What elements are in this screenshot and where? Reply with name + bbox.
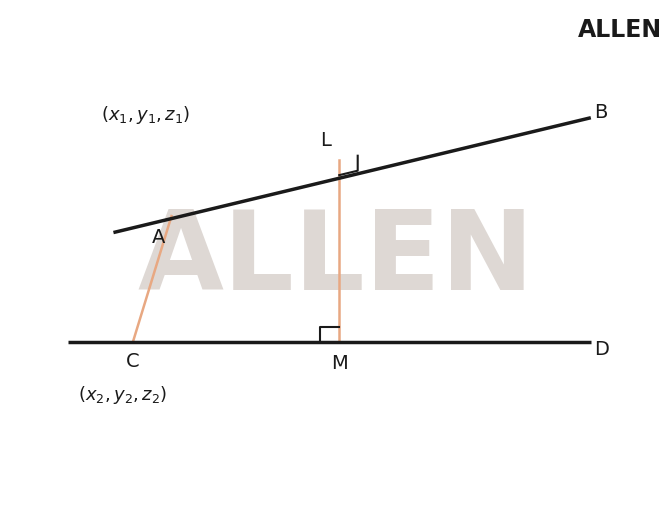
Text: $(x_1, y_1, z_1)$: $(x_1, y_1, z_1)$ xyxy=(101,104,190,126)
Text: ALLEN: ALLEN xyxy=(578,18,662,42)
Text: M: M xyxy=(331,354,347,373)
Text: ALLEN: ALLEN xyxy=(138,206,534,314)
Text: B: B xyxy=(594,103,607,122)
Text: D: D xyxy=(594,341,609,359)
Text: $(x_2, y_2, z_2)$: $(x_2, y_2, z_2)$ xyxy=(78,384,167,406)
Text: A: A xyxy=(152,228,165,246)
Text: C: C xyxy=(126,353,140,371)
Text: L: L xyxy=(320,131,331,150)
